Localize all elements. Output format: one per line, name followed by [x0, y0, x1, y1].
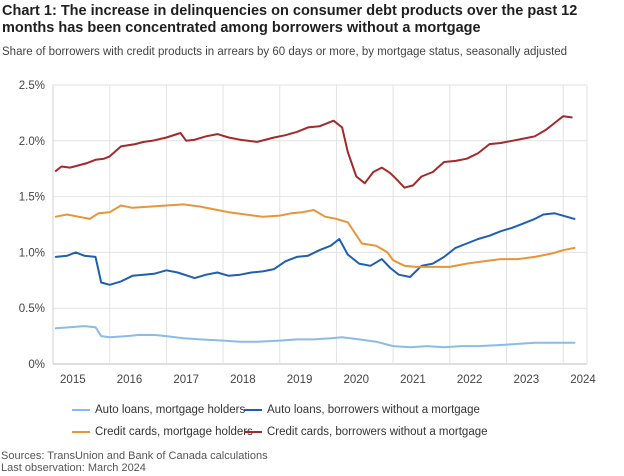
legend-label: Auto loans, borrowers without a mortgage	[267, 404, 480, 416]
x-axis-ticks: 2015 2016 2017 2018 2019 2020 2021 2022 2023 2024	[60, 374, 596, 386]
y-tick-label: 1.5%	[19, 192, 45, 204]
x-tick-label: 2015	[60, 374, 86, 386]
chart-subtitle: Share of borrowers with credit products …	[2, 46, 568, 58]
x-tick-label: 2016	[117, 374, 143, 386]
chart-title: Chart 1: The increase in delinquencies o…	[2, 3, 578, 36]
y-tick-label: 0%	[28, 359, 45, 371]
y-tick-label: 0.5%	[19, 303, 45, 315]
legend-swatch	[72, 409, 90, 411]
x-tick-label: 2018	[230, 374, 256, 386]
x-tick-label: 2020	[343, 374, 369, 386]
legend-item-credit-no-mortgage: Credit cards, borrowers without a mortga…	[244, 426, 488, 438]
series-line-credit-cards-mortgage-holders	[54, 203, 576, 268]
legend-item-auto-no-mortgage: Auto loans, borrowers without a mortgage	[244, 404, 480, 416]
legend-item-credit-mortgage-holders: Credit cards, mortgage holders	[72, 426, 253, 438]
x-tick-label: 2019	[287, 374, 313, 386]
legend-label: Credit cards, mortgage holders	[95, 426, 253, 438]
legend-label: Credit cards, borrowers without a mortga…	[267, 426, 488, 438]
y-tick-label: 2.0%	[19, 136, 45, 148]
chart-footer: Sources: TransUnion and Bank of Canada c…	[1, 450, 268, 474]
x-tick-label: 2021	[400, 374, 426, 386]
legend-swatch	[72, 431, 90, 433]
sources-note: Sources: TransUnion and Bank of Canada c…	[1, 450, 268, 462]
y-tick-label: 2.5%	[19, 80, 45, 92]
legend-swatch	[244, 431, 262, 433]
series-lines	[54, 115, 576, 349]
gridlines	[52, 84, 588, 365]
x-tick-label: 2017	[173, 374, 199, 386]
x-tick-label: 2023	[514, 374, 540, 386]
line-chart: 0%0.5%1.0%1.5%2.0%2.5% 2015 2016 2017 2018 2…	[19, 80, 597, 386]
legend-label: Auto loans, mortgage holders	[95, 404, 246, 416]
y-axis-ticks: 0% 0.5% 1.0% 1.5% 2.0% 2.5%	[19, 80, 45, 371]
y-tick-label: 1.0%	[19, 247, 45, 259]
legend-item-auto-mortgage-holders: Auto loans, mortgage holders	[72, 404, 245, 416]
last-observation-note: Last observation: March 2024	[1, 462, 146, 474]
series-line-auto-loans-borrowers-without-a-mortgage	[54, 212, 576, 286]
x-tick-label: 2022	[457, 374, 483, 386]
series-line-credit-cards-borrowers-without-a-mortgage	[54, 115, 573, 189]
x-tick-label: 2024	[570, 374, 596, 386]
legend-swatch	[244, 409, 262, 411]
series-line-auto-loans-mortgage-holders	[54, 325, 576, 349]
